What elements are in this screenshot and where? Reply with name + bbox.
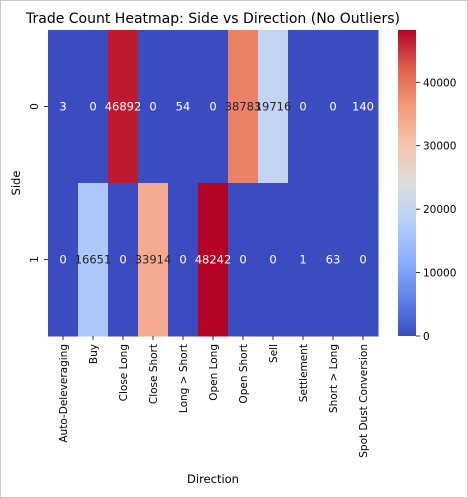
cell-value-label: 54 [176, 100, 191, 114]
cell-value-label: 0 [119, 253, 126, 267]
x-tick-label: Close Long [118, 344, 130, 401]
cell-value-label: 0 [269, 253, 276, 267]
cell-value-label: 63 [326, 253, 341, 267]
cell-value-label: 0 [299, 100, 306, 114]
heatmap-cell [228, 183, 259, 337]
cell-value-label: 0 [239, 253, 246, 267]
heatmap-cell [258, 30, 289, 184]
cell-value-label: 0 [59, 253, 66, 267]
colorbar-ticks: 0 10000 20000 30000 40000 [416, 77, 456, 343]
x-tick-label: Settlement [298, 344, 310, 402]
heatmap-cell [198, 30, 229, 184]
heatmap-cell [288, 183, 319, 337]
x-tick-label: Short > Long [328, 344, 340, 413]
cell-value-label: 38783 [225, 100, 262, 114]
cell-value-label: 33914 [135, 253, 172, 267]
cell-value-label: 46892 [105, 100, 142, 114]
heatmap-cell [288, 30, 319, 184]
heatmap-cell [108, 30, 139, 184]
heatmap-cell [78, 30, 109, 184]
x-axis-ticks: Auto-Deleveraging Buy Close Long Close Shor… [58, 336, 370, 458]
cell-value-label: 19716 [255, 100, 292, 114]
colorbar-tick-label: 30000 [423, 141, 456, 153]
x-tick-label: Sell [268, 344, 280, 363]
heatmap-cell [138, 30, 169, 184]
heatmap-cell [108, 183, 139, 337]
heatmap-cells [48, 30, 379, 337]
colorbar-tick-label: 20000 [423, 204, 456, 216]
heatmap-cell [228, 30, 259, 184]
heatmap-cell [198, 183, 229, 337]
x-tick-label: Open Short [238, 344, 250, 404]
heatmap-cell [168, 183, 199, 337]
heatmap-cell [348, 30, 379, 184]
cell-value-label: 0 [149, 100, 156, 114]
heatmap-cell [168, 30, 199, 184]
heatmap-cell [318, 183, 349, 337]
cell-value-label: 16651 [75, 253, 112, 267]
heatmap-cell [78, 183, 109, 337]
colorbar-tick-label: 0 [423, 331, 430, 343]
cell-value-label: 1 [299, 253, 306, 267]
heatmap-cell [48, 183, 79, 337]
x-tick-label: Auto-Deleveraging [58, 344, 70, 443]
x-tick-label: Buy [88, 344, 100, 364]
heatmap-cell [258, 183, 289, 337]
y-tick-label: 0 [29, 103, 41, 110]
heatmap-cell [318, 30, 349, 184]
cell-value-label: 3 [59, 100, 66, 114]
x-axis-label: Direction [187, 472, 239, 486]
cell-value-label: 0 [329, 100, 336, 114]
cell-value-label: 0 [209, 100, 216, 114]
y-axis-label: Side [9, 171, 23, 196]
x-tick-label: Open Long [208, 344, 220, 401]
x-tick-label: Spot Dust Conversion [358, 344, 370, 458]
cell-value-label: 48242 [195, 253, 232, 267]
y-axis-ticks: 01 [29, 103, 48, 263]
cell-value-label: 0 [89, 100, 96, 114]
x-tick-label: Close Short [148, 344, 160, 404]
heatmap-cell [348, 183, 379, 337]
colorbar-tick-label: 40000 [423, 77, 456, 89]
x-tick-label: Long > Short [178, 344, 190, 413]
heatmap-cell [138, 183, 169, 337]
cell-value-label: 140 [352, 100, 374, 114]
colorbar [398, 30, 416, 336]
chart-title: Trade Count Heatmap: Side vs Direction (… [25, 11, 400, 27]
cell-value-label: 0 [179, 253, 186, 267]
y-tick-label: 1 [29, 256, 41, 263]
heatmap-cell [48, 30, 79, 184]
cell-value-label: 0 [359, 253, 366, 267]
colorbar-tick-label: 10000 [423, 268, 456, 280]
